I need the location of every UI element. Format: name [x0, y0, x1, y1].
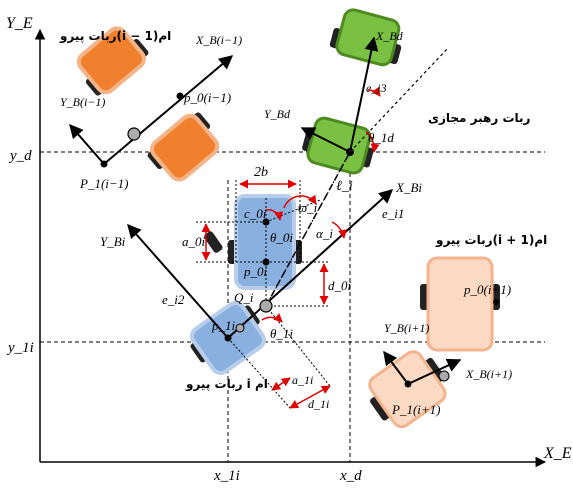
ell-dashed-line — [265, 151, 351, 307]
next-hitch-joint — [438, 370, 450, 382]
leader-ei3-arc — [367, 86, 381, 97]
leader-theta-arc — [365, 131, 380, 153]
prev-p1-point — [100, 160, 108, 168]
prev-p1-label: P_1(i−1) — [79, 176, 128, 191]
width-2b-label: 2b — [254, 165, 268, 180]
prev-xb-label: X_B(i−1) — [195, 33, 242, 47]
follower-ybi-axis — [127, 223, 229, 339]
a1-label: a_1i — [292, 373, 313, 387]
follower-small-joint — [235, 323, 245, 333]
y1i-label: y_1i — [6, 340, 34, 356]
next-robot-rear-body — [368, 350, 447, 429]
next-robot-caption: ربات پیرو(i + 1)ام — [435, 233, 547, 248]
leader-center-point — [346, 148, 354, 156]
d1-arrow — [289, 385, 331, 409]
q-hitch-point — [259, 299, 273, 313]
alpha-arc — [331, 221, 348, 239]
ei2-label: e_i2 — [162, 292, 185, 307]
a1-construction — [227, 337, 291, 409]
prev-robot-frame — [69, 55, 234, 165]
leader-theta-label: θ_1d — [368, 130, 394, 145]
theta0-label: θ_0i — [270, 230, 293, 245]
follower-dimensions — [201, 179, 348, 409]
next-xb-axis — [407, 358, 462, 385]
follower-xbi-axis — [227, 189, 394, 339]
leader-xbd-axis — [349, 36, 379, 153]
next-p1-point — [404, 380, 412, 388]
leader-ei3-label: e_i3 — [366, 81, 387, 95]
yd-label: y_d — [8, 148, 32, 164]
x1i-label: x_1i — [213, 468, 240, 484]
prev-robot-rear-body — [150, 113, 220, 182]
follower-caption: ربات پیرو i ام — [185, 377, 268, 392]
next-p0-label: p_0(i+1) — [463, 282, 511, 297]
follower-frame — [127, 189, 394, 339]
next-yb-label: Y_B(i+1) — [384, 321, 429, 335]
prev-yb-axis — [69, 123, 105, 165]
p1-point — [224, 334, 232, 342]
p0-label: p_0i — [243, 264, 268, 279]
ybi-label: Y_Bi — [100, 234, 126, 249]
next-robot — [368, 256, 500, 429]
c0-label: c_0i — [244, 206, 267, 221]
prev-robot — [76, 26, 220, 182]
alpha-label: α_i — [316, 226, 333, 241]
a1-arrow — [271, 377, 291, 391]
next-p1-label: P_1(i+1) — [391, 402, 440, 417]
axes — [34, 28, 547, 468]
d1-label: d_1i — [308, 397, 329, 411]
leader-xbd-label: X_Bd — [375, 29, 404, 43]
prev-xb-axis — [103, 55, 234, 165]
a0-label: a_0i — [182, 234, 206, 249]
theta1-arc — [261, 313, 283, 323]
prev-robot-front-body — [76, 26, 146, 95]
y-axis-label: Y_E — [6, 15, 33, 32]
next-robot-wheel — [370, 395, 391, 421]
ei1-label: e_i1 — [382, 206, 404, 221]
xbi-label: X_Bi — [395, 180, 422, 195]
d0-label: d_0i — [328, 278, 352, 293]
prev-robot-caption: ربات پیرو(i − 1)ام — [59, 29, 171, 44]
varpi-arc — [283, 194, 317, 209]
next-p0-point — [493, 299, 499, 305]
q-to-leader-dotted — [265, 151, 351, 307]
c0-point — [262, 218, 270, 226]
ell-label: ℓ_i — [336, 179, 353, 194]
p1-label: p_1i — [211, 318, 236, 333]
varpi-label: ϖ_i — [298, 200, 318, 215]
xd-label: x_d — [339, 468, 362, 484]
prev-yb-label: Y_B(i−1) — [60, 95, 105, 109]
p0-point — [262, 258, 270, 266]
next-xb-label: X_B(i+1) — [465, 367, 512, 381]
theta0-arc — [265, 209, 284, 221]
prev-p0-point — [176, 92, 184, 100]
leader-ybd-axis — [300, 127, 351, 153]
leader-ybd-label: Y_Bd — [264, 107, 291, 121]
prev-hitch-joint — [127, 127, 141, 141]
next-robot-frame — [383, 350, 462, 385]
theta1-label: θ_1i — [270, 326, 293, 341]
q-label: Q_i — [234, 290, 254, 305]
leader-frame — [300, 36, 379, 153]
next-yb-axis — [383, 350, 409, 385]
leader-caption: ربات رهبر مجازی — [428, 111, 531, 125]
x-axis-label: X_E — [543, 445, 572, 462]
next-robot-front-body — [426, 256, 494, 352]
prev-p0-label: p_0(i−1) — [183, 90, 231, 105]
leader-heading-dotted-line — [349, 47, 449, 153]
